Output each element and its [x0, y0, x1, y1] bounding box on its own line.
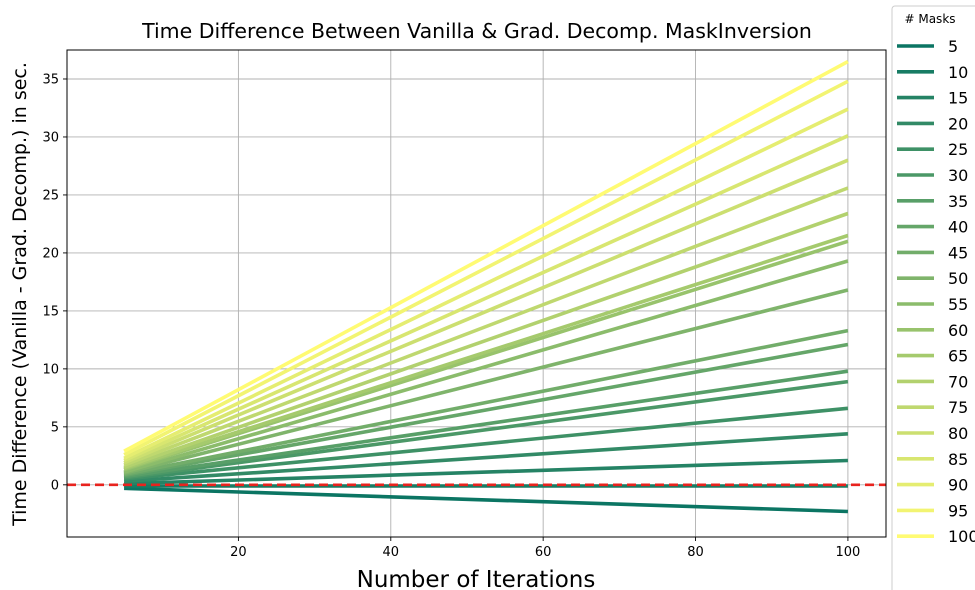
legend-label-30: 30	[948, 166, 968, 185]
series-line-35	[123, 369, 849, 479]
series-line-5	[124, 486, 848, 514]
series-line-50	[123, 288, 849, 475]
series-line-85	[123, 134, 849, 463]
legend: # Masks 5 10 15 20 25 30 35 40 45 50 55 60 65 70 75 80 8…	[891, 5, 975, 590]
series-line-55	[123, 259, 849, 474]
y-axis-label: Time Difference (Vanilla - Grad. Decomp.…	[9, 62, 31, 527]
y-tick-label: 0	[51, 478, 59, 493]
series-line-100	[123, 60, 849, 453]
legend-label-35: 35	[948, 192, 968, 211]
y-tick-label: 25	[42, 188, 59, 203]
legend-label-50: 50	[948, 269, 968, 288]
series-line-80	[123, 158, 849, 465]
legend-label-95: 95	[948, 501, 968, 520]
x-tick-label: 40	[383, 545, 400, 560]
series-line-90	[123, 107, 849, 460]
legend-label-20: 20	[948, 114, 968, 133]
series-line-95	[123, 79, 849, 457]
y-tick-label: 30	[42, 130, 59, 145]
legend-label-85: 85	[948, 450, 968, 469]
legend-items: 5 10 15 20 25 30 35 40 45 50 55 60 65 70 75 80 85 90 95 100	[897, 37, 975, 546]
legend-label-15: 15	[948, 89, 968, 108]
legend-box	[891, 5, 975, 590]
legend-label-70: 70	[948, 372, 968, 391]
legend-label-65: 65	[948, 347, 968, 366]
legend-label-100: 100	[948, 527, 975, 546]
series-line-65	[123, 233, 849, 471]
legend-label-45: 45	[948, 243, 968, 262]
x-tick-label: 60	[535, 545, 552, 560]
series-line-75	[123, 186, 849, 467]
series-line-45	[123, 328, 849, 477]
series-line-20	[123, 432, 849, 484]
legend-label-80: 80	[948, 424, 968, 443]
x-tick-label: 20	[230, 545, 247, 560]
legend-title: # Masks	[904, 12, 955, 26]
x-tick-label: 80	[687, 545, 704, 560]
series-line-40	[123, 342, 849, 478]
x-axis-ticks: 20 40 60 80 100	[230, 537, 860, 560]
y-tick-label: 5	[51, 420, 59, 435]
series-line-15	[124, 458, 848, 486]
legend-label-55: 55	[948, 295, 968, 314]
series-lines	[123, 60, 849, 514]
series-line-30	[123, 379, 849, 480]
series-line-25	[123, 406, 849, 481]
legend-label-60: 60	[948, 321, 968, 340]
legend-label-25: 25	[948, 140, 968, 159]
legend-label-90: 90	[948, 476, 968, 495]
chart-title: Time Difference Between Vanilla & Grad. …	[141, 19, 812, 43]
legend-label-75: 75	[948, 398, 968, 417]
y-tick-label: 20	[42, 246, 59, 261]
plot-frame	[66, 49, 887, 538]
y-axis-ticks: 0 5 10 15 20 25 30 35	[42, 72, 67, 493]
series-line-70	[123, 211, 849, 470]
x-axis-label: Number of Iterations	[357, 567, 596, 590]
legend-label-5: 5	[948, 37, 958, 56]
y-tick-label: 10	[42, 362, 59, 377]
legend-label-40: 40	[948, 218, 968, 237]
legend-label-10: 10	[948, 63, 968, 82]
y-tick-label: 15	[42, 304, 59, 319]
x-tick-label: 100	[835, 545, 860, 560]
y-tick-label: 35	[42, 72, 59, 87]
